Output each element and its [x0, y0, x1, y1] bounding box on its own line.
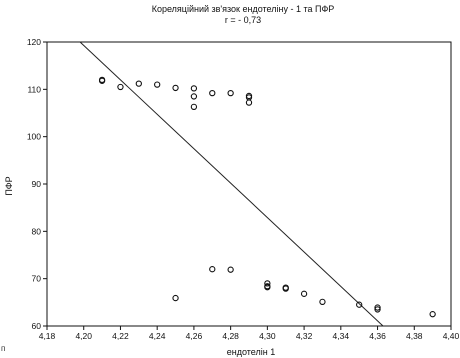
data-point: [374, 304, 381, 311]
data-point: [282, 285, 289, 292]
data-point: [264, 284, 271, 291]
data-point: [209, 266, 216, 273]
x-tick-label: 4,38: [406, 331, 423, 341]
data-point: [190, 93, 198, 100]
data-point: [374, 306, 381, 313]
y-tick-label: 110: [27, 84, 41, 94]
data-point: [227, 266, 234, 273]
y-tick-label: 100: [27, 132, 41, 142]
data-point: [300, 290, 308, 297]
regression-line: [79, 41, 384, 327]
x-tick-label: 4,20: [75, 331, 92, 341]
x-tick-label: 4,30: [259, 331, 276, 341]
x-tick-label: 4,22: [112, 331, 129, 341]
x-tick-label: 4,34: [333, 331, 350, 341]
plot-frame: [46, 41, 452, 327]
data-point: [172, 84, 179, 92]
x-tick-label: 4,24: [149, 331, 166, 341]
data-point: [190, 85, 198, 92]
data-point: [245, 99, 253, 106]
data-point: [319, 298, 326, 306]
x-tick-label: 4,32: [296, 331, 313, 341]
y-tick-label: 60: [32, 321, 42, 331]
chart-subtitle: r = - 0,73: [225, 15, 261, 25]
x-tick-label: 4,26: [186, 331, 203, 341]
data-point: [209, 89, 216, 97]
data-point: [227, 89, 234, 97]
y-axis-label: ПФР: [4, 176, 14, 195]
x-tick-label: 4,18: [39, 331, 56, 341]
axis-ticks: 4,18 4,20 4,22 4,24 4,26 4,28 4,30 4,32 4,34 4,36…: [27, 37, 460, 341]
data-point: [429, 311, 436, 318]
data-point: [117, 83, 124, 91]
chart-title: Кореляційний зв'язок ендотеліну - 1 та П…: [152, 4, 335, 14]
x-tick-label: 4,28: [222, 331, 239, 341]
y-tick-label: 120: [27, 37, 41, 47]
data-point: [154, 81, 161, 88]
data-point: [356, 301, 363, 308]
corner-mark: п: [1, 344, 6, 353]
regression-line-group: [79, 41, 384, 327]
data-points: [98, 76, 436, 318]
data-point: [172, 294, 179, 302]
data-point: [190, 103, 198, 110]
y-tick-label: 90: [32, 179, 42, 189]
x-tick-label: 4,36: [369, 331, 386, 341]
y-tick-label: 80: [32, 226, 42, 236]
data-point: [98, 77, 106, 84]
data-point: [135, 80, 142, 87]
y-tick-label: 70: [32, 274, 42, 284]
x-tick-label: 4,40: [443, 331, 460, 341]
data-point: [264, 280, 271, 287]
x-axis-label: ендотелін 1: [227, 347, 276, 357]
